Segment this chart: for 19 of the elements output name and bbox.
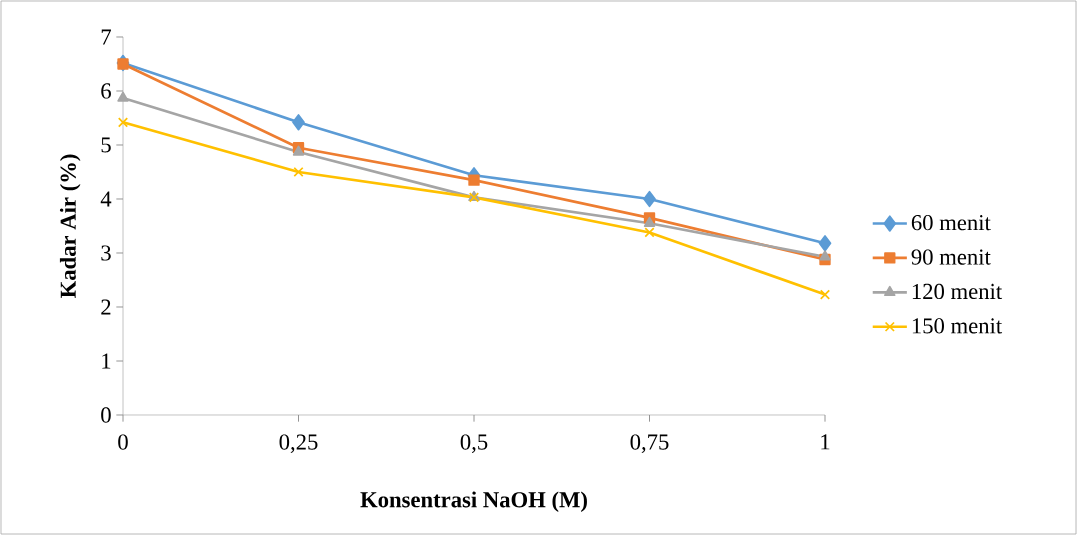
x-tick-label: 0 [118, 434, 128, 450]
x-tick-label: 0,75 [630, 434, 669, 453]
legend-label: 60 menit [911, 214, 991, 231]
y-tick-label: 4 [100, 191, 112, 207]
legend-label: 150 menit [912, 318, 1003, 334]
y-tick-label: 3 [101, 245, 111, 261]
y-tick-label: 7 [101, 29, 111, 45]
y-tick-label: 5 [101, 137, 111, 153]
y-tick-label: 0 [101, 407, 111, 423]
legend-label: 90 menit [911, 249, 991, 265]
y-tick-label: 2 [101, 299, 111, 315]
legend-label: 120 menit [912, 283, 1003, 300]
x-axis-title: Konsentrasi NaOH (M) [360, 491, 587, 512]
y-tick-label: 1 [102, 353, 111, 369]
y-axis-title: Kadar Air (%) [59, 154, 81, 298]
x-tick-label: 0,25 [279, 434, 318, 453]
y-tick-label: 6 [101, 83, 111, 99]
x-tick-label: 1 [821, 434, 830, 450]
x-tick-label: 0,5 [460, 434, 488, 453]
